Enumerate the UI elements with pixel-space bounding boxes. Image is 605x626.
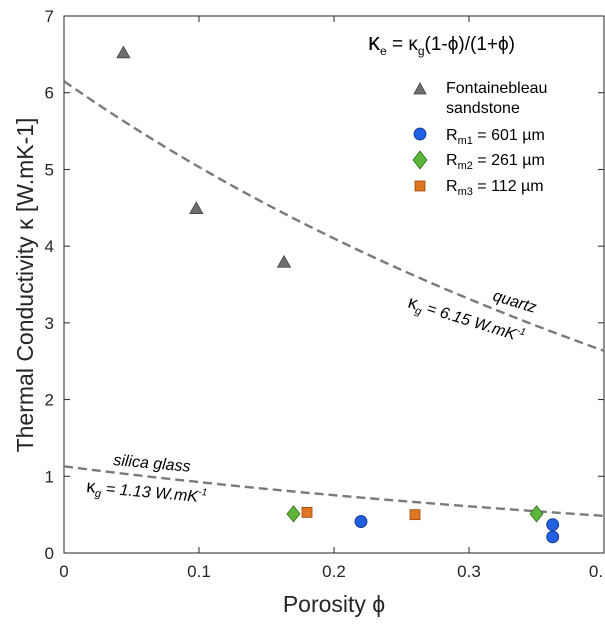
triangle-marker xyxy=(189,201,204,214)
x-tick-label: 0.1 xyxy=(187,562,211,581)
legend: Fontainebleau sandstone Rm1 = 601 µm Rm2… xyxy=(412,80,547,198)
equation-rest: (1-ϕ)/(1+ϕ) xyxy=(425,34,515,55)
circle-marker xyxy=(354,515,368,528)
y-tick-label: 6 xyxy=(45,84,54,103)
legend-fontainebleau-line1: Fontainebleau xyxy=(446,80,547,97)
legend-fontainebleau-line2: sandstone xyxy=(446,100,520,117)
legend-rm1-text: = 601 µm xyxy=(473,127,545,144)
quartz-annotation: quartz xyxy=(491,288,538,317)
diamond-marker xyxy=(529,505,544,523)
y-axis-label: Thermal Conductivity κ [W.mK-1] xyxy=(12,118,38,453)
silica-kappa-sup: -1 xyxy=(198,487,208,499)
y-tick-label: 2 xyxy=(45,391,54,410)
circle-marker xyxy=(546,530,560,544)
y-tick-label: 5 xyxy=(45,160,54,179)
x-tick-label: 0 xyxy=(59,562,68,581)
silica-kappa-value: = 1.13 W.mK xyxy=(101,480,200,505)
legend-rm3-text: = 112 µm xyxy=(473,178,544,195)
circle-marker xyxy=(546,518,560,532)
y-tick-label: 7 xyxy=(45,7,54,26)
y-tick-label: 1 xyxy=(45,467,54,486)
silica-kappa-sub: g xyxy=(94,488,102,501)
model-equation: κe = κg(1-ϕ)/(1+ϕ) xyxy=(368,29,515,58)
y-tick-label: 0 xyxy=(45,544,54,563)
x-tick-label: 0.3 xyxy=(457,562,481,581)
triangle-marker xyxy=(116,45,131,59)
equation-kappa: κ xyxy=(368,29,381,56)
legend-triangle-marker xyxy=(413,82,427,95)
legend-square-marker xyxy=(414,180,426,192)
silica-label: silica glass xyxy=(113,452,192,476)
equation-sub-g: g xyxy=(418,44,425,58)
x-tick-label: 0. xyxy=(589,562,603,581)
quartz-label: quartz xyxy=(491,288,538,317)
quartz-kappa-sup: -1 xyxy=(515,325,527,338)
data-markers xyxy=(116,45,560,544)
axis-ticks: 0 0.1 0.2 0.3 0. 0 1 2 3 4 5 6 7 xyxy=(45,7,605,581)
legend-rm2: Rm2 = 261 µm xyxy=(446,152,545,172)
square-marker xyxy=(409,509,421,521)
equation-mid: = κ xyxy=(387,34,419,55)
silica-annotation: silica glass xyxy=(113,452,192,476)
triangle-marker xyxy=(276,254,292,268)
legend-rm3: Rm3 = 112 µm xyxy=(446,178,544,198)
legend-rm1-sub: m1 xyxy=(458,135,473,147)
legend-circle-marker xyxy=(413,127,427,141)
legend-rm1: Rm1 = 601 µm xyxy=(446,127,545,147)
equation-sub-e: e xyxy=(380,44,387,58)
x-axis-label: Porosity ϕ xyxy=(283,591,385,617)
diamond-marker xyxy=(286,505,301,523)
legend-rm2-text: = 261 µm xyxy=(473,152,545,169)
silica-kappa-symbol: κ xyxy=(86,476,98,497)
legend-rm3-sub: m3 xyxy=(458,186,473,198)
legend-rm2-sub: m2 xyxy=(458,160,473,172)
quartz-curve xyxy=(63,80,605,352)
square-marker xyxy=(301,506,313,518)
y-tick-label: 4 xyxy=(45,237,54,256)
quartz-kappa-sub: g xyxy=(414,305,424,319)
silica-glass-curve xyxy=(63,465,605,518)
legend-diamond-marker xyxy=(412,150,428,170)
y-tick-label: 3 xyxy=(45,314,54,333)
x-tick-label: 0.2 xyxy=(322,562,346,581)
